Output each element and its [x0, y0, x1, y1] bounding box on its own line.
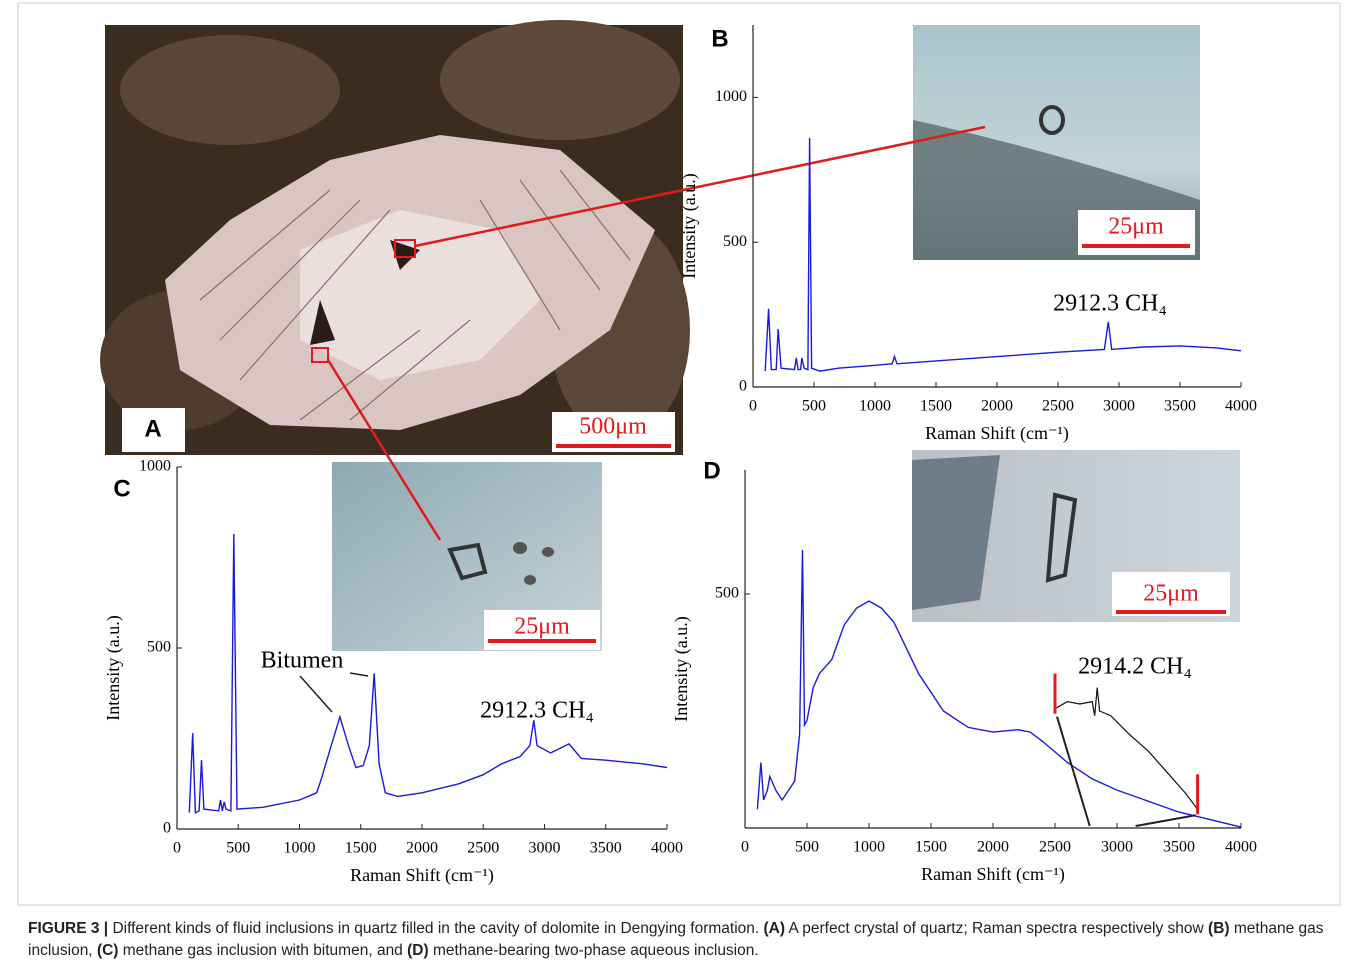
x-tick-label: 4000 — [1225, 398, 1257, 415]
x-tick-label: 1500 — [345, 840, 377, 857]
caption-text: A perfect crystal of quartz; Raman spect… — [785, 920, 1208, 937]
x-tick-label: 0 — [173, 840, 181, 857]
inset-scale-bar-label: 25μm — [1108, 214, 1164, 240]
x-axis-label: Raman Shift (cm⁻¹) — [925, 423, 1069, 444]
x-tick-label: 2500 — [1042, 398, 1074, 415]
overlay-line — [1055, 688, 1198, 810]
panel-label: B — [711, 25, 728, 52]
x-tick-label: 2500 — [1039, 839, 1071, 856]
y-tick-label: 0 — [739, 378, 747, 395]
panel-label: C — [113, 475, 130, 502]
caption-text: (D) — [407, 942, 429, 959]
x-tick-label: 3000 — [1101, 839, 1133, 856]
arrow — [350, 673, 368, 676]
caption-text: Different kinds of fluid inclusions in q… — [108, 920, 763, 937]
annotation: 2914.2 CH₄ — [1078, 654, 1192, 680]
y-axis-label: Intensity (a.u.) — [103, 615, 124, 720]
x-axis-label: Raman Shift (cm⁻¹) — [921, 864, 1065, 885]
y-tick-label: 500 — [715, 585, 739, 602]
photo-a: A 500μm — [100, 20, 690, 455]
caption-text: methane gas inclusion with bitumen, and — [118, 942, 407, 959]
x-tick-label: 500 — [226, 840, 250, 857]
x-tick-label: 1500 — [915, 839, 947, 856]
x-tick-label: 2000 — [977, 839, 1009, 856]
x-tick-label: 2000 — [981, 398, 1013, 415]
y-axis-label: Intensity (a.u.) — [679, 173, 700, 278]
x-tick-label: 3500 — [1164, 398, 1196, 415]
x-tick-label: 1000 — [859, 398, 891, 415]
x-tick-label: 1000 — [853, 839, 885, 856]
x-tick-label: 500 — [802, 398, 826, 415]
annotation: Bitumen — [261, 648, 344, 674]
x-axis-label: Raman Shift (cm⁻¹) — [350, 865, 494, 886]
x-tick-label: 3500 — [590, 840, 622, 857]
x-tick-label: 4000 — [1225, 839, 1257, 856]
inset-scale-bar-label: 25μm — [1143, 581, 1199, 607]
y-axis-label: Intensity (a.u.) — [671, 616, 692, 721]
x-tick-label: 2000 — [406, 840, 438, 857]
arrow — [300, 676, 332, 712]
x-tick-label: 2500 — [467, 840, 499, 857]
x-tick-label: 0 — [749, 398, 757, 415]
caption-text: (A) — [764, 920, 786, 937]
figure: A 500μm 0 500 1000 1500 2000 2500 3000 3500 4000… — [0, 0, 1355, 915]
panel-label: A — [144, 415, 161, 442]
caption-text: (C) — [97, 942, 119, 959]
caption-text: (B) — [1208, 920, 1230, 937]
x-tick-label: 1000 — [284, 840, 316, 857]
caption-text: methane-bearing two-phase aqueous inclus… — [429, 942, 759, 959]
scale-bar-label: 500μm — [579, 414, 647, 440]
caption: FIGURE 3 | Different kinds of fluid incl… — [28, 918, 1328, 962]
y-tick-label: 0 — [163, 820, 171, 837]
inset-scale-bar-label: 25μm — [514, 614, 570, 640]
annotation: 2912.3 CH₄ — [1053, 291, 1167, 317]
x-tick-label: 500 — [795, 839, 819, 856]
arrow — [1057, 717, 1090, 826]
y-tick-label: 1000 — [715, 88, 747, 105]
arrow — [1136, 815, 1196, 826]
x-tick-label: 3000 — [529, 840, 561, 857]
x-tick-label: 3000 — [1103, 398, 1135, 415]
y-tick-label: 1000 — [139, 458, 171, 475]
panel-label: D — [703, 457, 720, 484]
caption-text: FIGURE 3 | — [28, 920, 108, 937]
x-tick-label: 3500 — [1163, 839, 1195, 856]
x-tick-label: 4000 — [651, 840, 683, 857]
x-tick-label: 1500 — [920, 398, 952, 415]
y-tick-label: 500 — [147, 639, 171, 656]
y-tick-label: 500 — [723, 233, 747, 250]
x-tick-label: 0 — [741, 839, 749, 856]
annotation: 2912.3 CH₄ — [480, 698, 594, 724]
page: A 500μm 0 500 1000 1500 2000 2500 3000 3500 4000… — [0, 0, 1355, 974]
